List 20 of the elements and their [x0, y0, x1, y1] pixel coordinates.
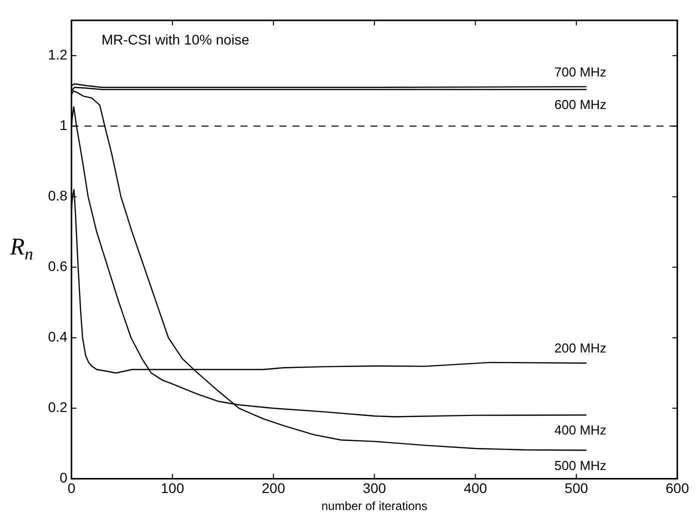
- x-tick-label: 500: [564, 480, 588, 496]
- x-tick-label: 200: [262, 480, 286, 496]
- y-tick-label: 1: [60, 117, 68, 134]
- x-tick-label: 300: [362, 480, 386, 496]
- x-tick-label: 400: [464, 480, 488, 496]
- y-tick-label: 0.8: [48, 188, 68, 204]
- y-tick-label: 0.2: [48, 399, 68, 416]
- series-label: 700 MHz: [554, 64, 606, 80]
- y-tick-label: 0: [60, 470, 68, 486]
- series-label: 500 MHz: [554, 458, 606, 473]
- y-tick-label: 0.4: [48, 328, 68, 345]
- annotation: MR-CSI with 10% noise: [101, 31, 250, 48]
- series-label: 600 MHz: [554, 97, 606, 112]
- y-tick-label: 1.2: [48, 46, 68, 63]
- y-tick-label: 0.6: [48, 258, 68, 274]
- x-tick-label: 100: [160, 480, 184, 496]
- x-tick-label: 600: [666, 480, 690, 496]
- series-label: 200 MHz: [554, 340, 606, 356]
- x-axis-title: number of iterations: [321, 499, 428, 514]
- series-label: 400 MHz: [554, 422, 606, 438]
